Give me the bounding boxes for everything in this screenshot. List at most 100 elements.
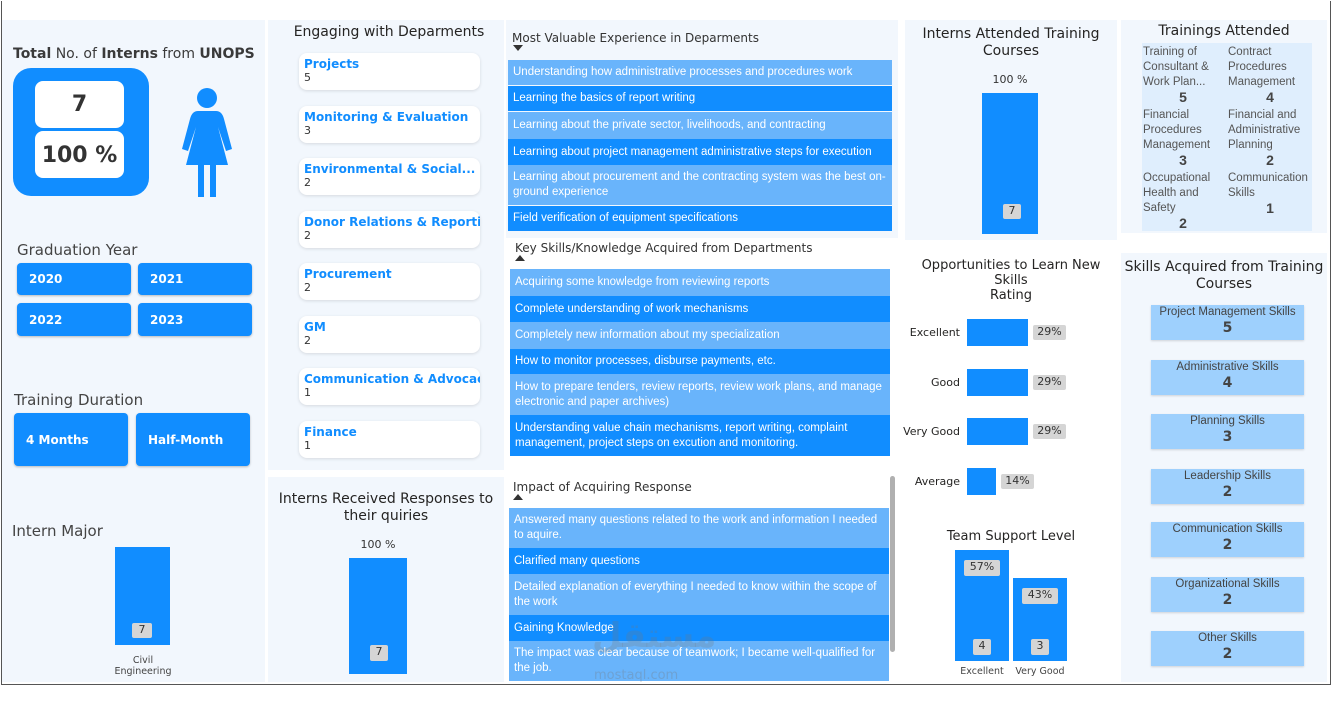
training-cell[interactable]: Communication Skills 1 xyxy=(1228,171,1312,216)
year-2020-button[interactable]: 2020 xyxy=(17,263,131,295)
skills-knowledge-title: Key Skills/Knowledge Acquired from Depar… xyxy=(515,241,813,255)
dept-name: Communication & Advocacy xyxy=(304,372,480,386)
year-2021-button[interactable]: 2021 xyxy=(138,263,252,295)
skills-training-title: Skills Acquired from Training Courses xyxy=(1121,259,1327,293)
experience-row[interactable]: Learning about procurement and the contr… xyxy=(508,165,892,205)
experience-title: Most Valuable Experience in Deparments xyxy=(512,31,759,45)
training-name: Occupational Health and Safety xyxy=(1143,172,1211,214)
opportunities-bar[interactable] xyxy=(967,319,1028,346)
duration-4-months-button[interactable]: 4 Months xyxy=(14,413,128,466)
skill-value: 4 xyxy=(1222,375,1233,391)
team-support-percent-label: 43% xyxy=(1022,588,1058,604)
impact-row[interactable]: The impact was clear because of teamwork… xyxy=(509,641,889,681)
skills-training-title-line1: Skills Acquired from Training xyxy=(1124,259,1324,275)
dashboard-canvas: Total No. of Interns from UNOPS 7 100 % … xyxy=(1,1,1331,685)
training-cell[interactable]: Training of Consultant & Work Plan... 5 xyxy=(1143,45,1223,105)
duration-half-month-button[interactable]: Half-Month xyxy=(136,413,250,466)
opportunities-title-line1: Opportunities to Learn New Skills xyxy=(921,258,1101,288)
major-bar-value: 7 xyxy=(132,623,152,638)
attended-title-line2: Courses xyxy=(982,43,1040,59)
skills-knowledge-row[interactable]: Completely new information about my spec… xyxy=(510,322,890,349)
experience-row[interactable]: Field verification of equipment specific… xyxy=(508,206,892,231)
major-category-line2: Engineering xyxy=(114,666,172,677)
dept-value: 1 xyxy=(304,386,311,399)
dept-name: Monitoring & Evaluation xyxy=(304,110,469,124)
training-cell[interactable]: Financial and Administrative Planning 2 xyxy=(1228,108,1312,168)
training-cell[interactable]: Contract Procedures Management 4 xyxy=(1228,45,1312,105)
team-support-value-label: 4 xyxy=(973,639,991,655)
skill-value: 2 xyxy=(1222,592,1233,608)
dept-card-communication[interactable]: Communication & Advocacy 1 xyxy=(299,368,480,405)
skills-knowledge-row[interactable]: How to monitor processes, disburse payme… xyxy=(510,349,890,374)
skill-card[interactable]: Planning Skills 3 xyxy=(1151,414,1304,449)
skill-card[interactable]: Organizational Skills 2 xyxy=(1151,577,1304,612)
responses-title: Interns Received Responses to their quir… xyxy=(268,491,504,525)
training-cell[interactable]: Financial Procedures Management 3 xyxy=(1143,108,1223,168)
experience-row[interactable]: Learning the basics of report writing xyxy=(508,86,892,111)
training-name: Communication Skills xyxy=(1228,172,1308,199)
opportunities-bar[interactable] xyxy=(967,418,1028,445)
team-support-percent-label: 57% xyxy=(964,560,1000,576)
responses-title-line2: their quiries xyxy=(343,508,429,524)
female-person-icon xyxy=(182,88,232,197)
training-value: 3 xyxy=(1179,152,1187,168)
year-2023-button[interactable]: 2023 xyxy=(138,303,252,336)
training-name: Training of Consultant & Work Plan... xyxy=(1143,46,1209,88)
dept-card-environmental[interactable]: Environmental & Social... 2 xyxy=(299,158,480,195)
attended-bar-value: 7 xyxy=(1003,204,1021,219)
responses-percent-label: 100 % xyxy=(360,538,396,551)
dept-card-gm[interactable]: GM 2 xyxy=(299,316,480,353)
year-2022-button[interactable]: 2022 xyxy=(17,303,131,336)
sort-down-icon[interactable] xyxy=(513,45,523,51)
impact-row[interactable]: Answered many questions related to the w… xyxy=(509,508,889,548)
impact-title: Impact of Acquiring Response xyxy=(513,480,692,494)
sort-up-icon[interactable] xyxy=(515,255,525,261)
impact-row[interactable]: Detailed explanation of everything I nee… xyxy=(509,574,889,615)
major-category-line1: Civil xyxy=(132,655,154,666)
skill-value: 2 xyxy=(1222,484,1233,500)
skills-knowledge-row[interactable]: How to prepare tenders, review reports, … xyxy=(510,374,890,415)
skill-card[interactable]: Administrative Skills 4 xyxy=(1151,360,1304,395)
skills-knowledge-row[interactable]: Understanding value chain mechanisms, re… xyxy=(510,415,890,456)
major-category-label: Civil Engineering xyxy=(102,655,184,677)
opportunities-bar[interactable] xyxy=(967,467,996,495)
dept-card-finance[interactable]: Finance 1 xyxy=(299,421,480,458)
dept-card-donor-relations[interactable]: Donor Relations & Reporting 2 xyxy=(299,211,480,248)
sort-up-icon[interactable] xyxy=(513,494,523,500)
opportunities-category-label: Average xyxy=(914,474,960,488)
dept-card-procurement[interactable]: Procurement 2 xyxy=(299,263,480,300)
total-count-value: 7 xyxy=(35,81,124,128)
skill-card[interactable]: Project Management Skills 5 xyxy=(1151,305,1304,340)
opportunities-bar-label: 29% xyxy=(1033,374,1066,390)
skills-knowledge-row[interactable]: Complete understanding of work mechanism… xyxy=(510,296,890,322)
skill-value: 2 xyxy=(1222,537,1233,553)
skill-name: Other Skills xyxy=(1198,632,1257,644)
impact-scrollbar[interactable] xyxy=(890,476,895,652)
experience-row[interactable]: Learning about project management admini… xyxy=(508,139,892,165)
dept-value: 2 xyxy=(304,229,311,242)
skill-card[interactable]: Leadership Skills 2 xyxy=(1151,469,1304,504)
dept-card-monitoring[interactable]: Monitoring & Evaluation 3 xyxy=(299,106,480,143)
opportunities-title: Opportunities to Learn New Skills Rating xyxy=(905,258,1117,303)
dept-card-projects[interactable]: Projects 5 xyxy=(299,53,480,90)
skills-training-title-line2: Courses xyxy=(1195,276,1253,292)
opportunities-bar[interactable] xyxy=(967,368,1028,396)
skill-name: Organizational Skills xyxy=(1175,578,1280,590)
skills-knowledge-row[interactable]: Acquiring some knowledge from reviewing … xyxy=(510,269,890,296)
impact-row[interactable]: Gaining Knowledge xyxy=(509,615,889,641)
team-support-category-label: Very Good xyxy=(1015,666,1065,677)
skill-card[interactable]: Other Skills 2 xyxy=(1151,631,1304,666)
experience-row[interactable]: Understanding how administrative process… xyxy=(508,60,892,85)
dept-name: Donor Relations & Reporting xyxy=(304,215,480,229)
team-support-title: Team Support Level xyxy=(946,529,1076,544)
skill-value: 2 xyxy=(1222,646,1233,662)
attended-title-line1: Interns Attended Training xyxy=(922,26,1100,42)
departments-title: Engaging with Deparments xyxy=(293,24,485,40)
dept-name: Environmental & Social... xyxy=(304,162,476,176)
training-cell[interactable]: Occupational Health and Safety 2 xyxy=(1143,171,1223,231)
opportunities-bar-label: 29% xyxy=(1033,424,1066,439)
impact-row[interactable]: Clarified many questions xyxy=(509,548,889,574)
skill-card[interactable]: Communication Skills 2 xyxy=(1151,522,1304,557)
experience-row[interactable]: Learning about the private sector, livel… xyxy=(508,112,892,139)
title-part-total: Total xyxy=(13,46,52,62)
